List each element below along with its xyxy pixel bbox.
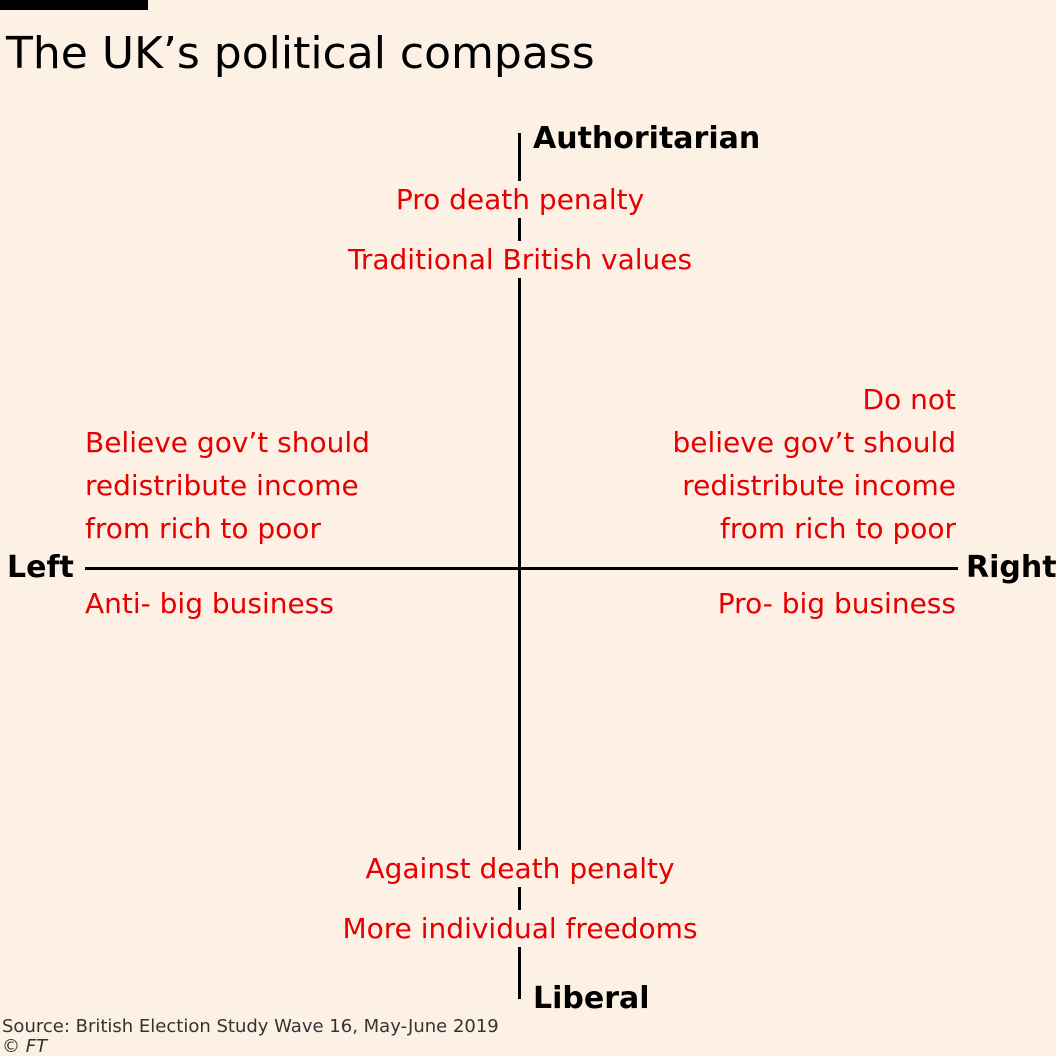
brand-bar bbox=[0, 0, 148, 10]
source-note: Source: British Election Study Wave 16, … bbox=[2, 1016, 499, 1037]
label-individual-freedoms: More individual freedoms bbox=[338, 910, 702, 947]
label-traditional-values-text: Traditional British values bbox=[343, 241, 697, 278]
label-right-redistribute: Do not believe gov’t should redistribute… bbox=[673, 378, 957, 550]
axis-label-liberal: Liberal bbox=[533, 981, 650, 1016]
label-pro-death-penalty: Pro death penalty bbox=[391, 181, 649, 218]
horizontal-axis bbox=[85, 567, 958, 570]
label-left-line-1: Believe gov’t should bbox=[85, 426, 370, 459]
label-anti-big-business: Anti- big business bbox=[85, 587, 334, 620]
vertical-axis bbox=[518, 133, 521, 999]
axis-label-left: Left bbox=[7, 550, 74, 585]
label-left-line-2: redistribute income bbox=[85, 469, 359, 502]
label-right-line-1: Do not bbox=[862, 383, 956, 416]
label-against-death-penalty: Against death penalty bbox=[361, 850, 679, 887]
ft-credit: © FT bbox=[2, 1036, 48, 1056]
axis-label-authoritarian: Authoritarian bbox=[533, 121, 761, 156]
label-right-line-4: from rich to poor bbox=[720, 512, 956, 545]
label-pro-big-business: Pro- big business bbox=[717, 587, 956, 620]
label-right-line-2: believe gov’t should bbox=[672, 426, 957, 459]
label-right-line-3: redistribute income bbox=[682, 469, 956, 502]
label-pro-death-penalty-text: Pro death penalty bbox=[391, 181, 649, 218]
chart-title: The UK’s political compass bbox=[6, 28, 595, 79]
label-traditional-values: Traditional British values bbox=[343, 241, 697, 278]
label-individual-freedoms-text: More individual freedoms bbox=[338, 910, 702, 947]
axis-label-right: Right bbox=[966, 550, 1056, 585]
label-against-death-penalty-text: Against death penalty bbox=[361, 850, 679, 887]
label-left-line-3: from rich to poor bbox=[85, 512, 321, 545]
label-left-redistribute: Believe gov’t should redistribute income… bbox=[85, 421, 370, 550]
